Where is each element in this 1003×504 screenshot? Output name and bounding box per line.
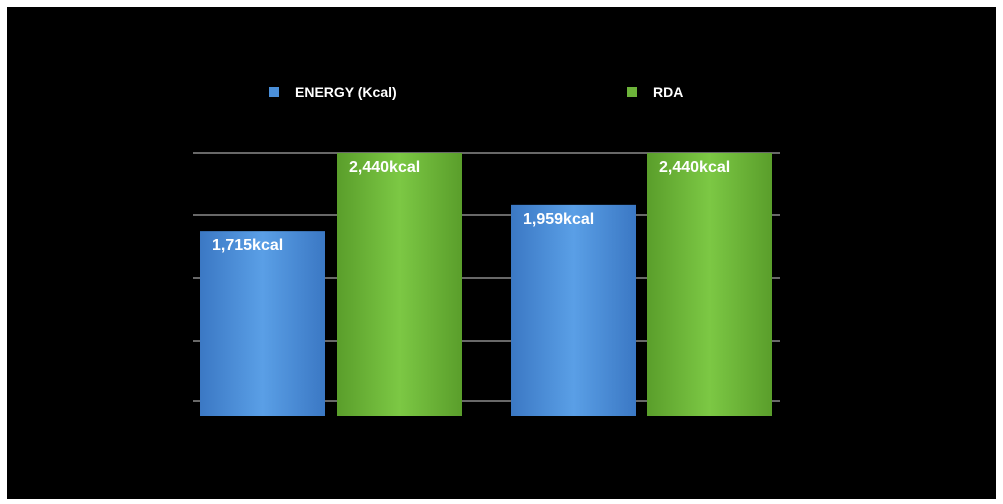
legend: ENERGY (Kcal) RDA — [269, 84, 683, 100]
data-label: 2,440kcal — [349, 159, 420, 176]
bars — [200, 153, 772, 416]
data-label: 1,959kcal — [523, 211, 594, 228]
data-label: 1,715kcal — [212, 237, 283, 254]
bar — [647, 153, 772, 416]
chart-frame: 1,715kcal 2,440kcal 1,959kcal 2,440kcal ENE… — [7, 7, 996, 499]
bar — [511, 204, 636, 416]
data-label: 2,440kcal — [659, 159, 730, 176]
legend-label: RDA — [653, 84, 683, 100]
bar-chart: 1,715kcal 2,440kcal 1,959kcal 2,440kcal ENE… — [193, 84, 780, 416]
bar — [337, 153, 462, 416]
data-labels: 1,715kcal 2,440kcal 1,959kcal 2,440kcal — [212, 159, 730, 254]
legend-swatch — [627, 87, 637, 97]
legend-label: ENERGY (Kcal) — [295, 84, 397, 100]
bar — [200, 231, 325, 416]
legend-swatch — [269, 87, 279, 97]
